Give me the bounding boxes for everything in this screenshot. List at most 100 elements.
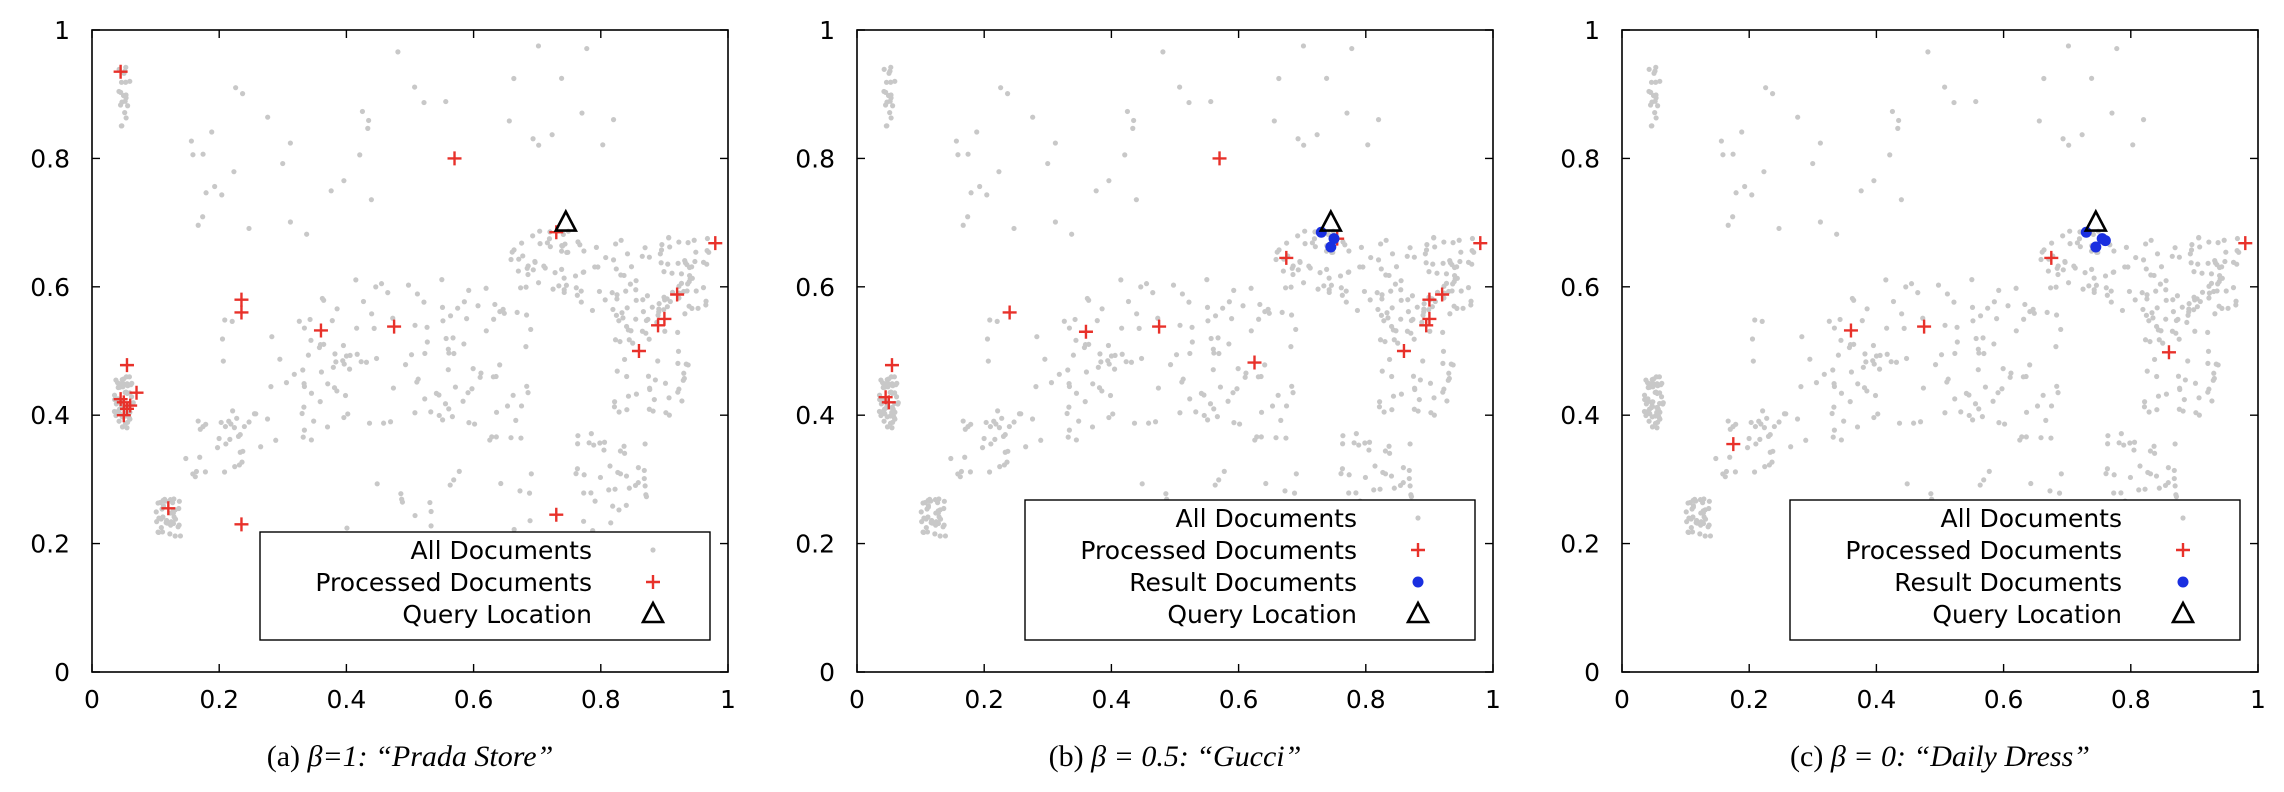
all-document-point — [2126, 288, 2133, 295]
x-tick-label: 0.8 — [1346, 685, 1386, 714]
all-document-point — [1895, 125, 1901, 131]
all-document-point — [1339, 292, 1345, 298]
all-document-point — [988, 441, 994, 447]
all-document-point — [1862, 351, 1868, 357]
all-document-point — [1404, 253, 1410, 259]
processed-document-marker — [313, 323, 328, 338]
all-document-point — [1846, 344, 1853, 351]
all-document-point — [232, 464, 238, 470]
all-document-point — [1001, 462, 1008, 468]
all-document-point — [1302, 228, 1308, 234]
all-document-point — [2223, 288, 2229, 294]
all-document-point — [1170, 282, 1177, 288]
all-document-point — [332, 351, 338, 357]
all-document-point — [2143, 241, 2149, 247]
all-document-point — [603, 254, 609, 261]
all-document-point — [2058, 326, 2064, 333]
all-document-point — [1457, 258, 1463, 265]
x-tick-label: 0.4 — [327, 685, 367, 714]
legend-query-marker — [640, 600, 666, 624]
all-document-point — [1006, 423, 1012, 430]
all-document-point — [1427, 380, 1434, 386]
all-document-point — [1042, 356, 1048, 362]
all-document-point — [1855, 381, 1861, 387]
all-document-point — [1460, 305, 1466, 311]
all-document-point — [1208, 335, 1214, 342]
all-document-point — [1870, 342, 1877, 349]
all-document-point — [892, 78, 898, 84]
all-document-point — [628, 328, 634, 334]
all-document-point — [941, 498, 947, 504]
all-document-point — [443, 98, 449, 105]
all-document-point — [2080, 286, 2086, 292]
all-document-point — [341, 414, 347, 421]
all-document-point — [1301, 142, 1307, 148]
all-document-point — [422, 350, 428, 357]
all-document-point — [116, 384, 122, 390]
all-document-point — [414, 291, 421, 297]
all-document-point — [1349, 45, 1355, 52]
y-tick-label: 0.6 — [795, 273, 835, 302]
legend-all-documents-marker — [2180, 515, 2186, 521]
all-document-point — [1469, 235, 1476, 242]
all-document-point — [1991, 341, 1997, 347]
all-document-point — [1761, 169, 1767, 175]
query-location-marker — [1318, 208, 1343, 232]
all-document-point — [517, 285, 524, 291]
all-document-point — [1383, 272, 1389, 278]
x-tick-label: 0.2 — [964, 685, 1004, 714]
all-document-point — [685, 362, 691, 368]
all-document-point — [981, 435, 987, 442]
all-document-point — [586, 440, 592, 446]
all-document-point — [168, 519, 174, 525]
all-document-point — [344, 525, 350, 531]
all-document-point — [2031, 310, 2037, 316]
all-document-point — [1000, 433, 1007, 439]
all-document-point — [1240, 303, 1246, 309]
all-document-point — [330, 364, 336, 370]
all-document-point — [893, 394, 900, 400]
all-document-point — [264, 416, 271, 422]
all-document-point — [2185, 358, 2191, 364]
all-document-point — [1468, 298, 1474, 304]
all-document-point — [1904, 481, 1910, 487]
all-document-point — [123, 115, 129, 121]
all-document-point — [1362, 440, 1368, 446]
x-tick-label: 0.2 — [199, 685, 239, 714]
all-document-point — [953, 138, 959, 144]
all-document-point — [1346, 248, 1352, 254]
all-document-point — [623, 502, 629, 508]
all-document-point — [365, 125, 371, 131]
all-document-point — [885, 376, 892, 382]
all-document-point — [241, 423, 247, 430]
all-document-point — [1889, 108, 1896, 115]
all-document-point — [610, 306, 616, 313]
all-document-point — [1979, 414, 1985, 420]
all-document-point — [1289, 383, 1295, 389]
all-document-point — [2142, 337, 2149, 343]
all-document-point — [2208, 280, 2215, 286]
all-document-point — [1207, 401, 1214, 407]
all-document-point — [1788, 444, 1794, 450]
all-document-point — [1282, 285, 1289, 291]
all-document-point — [881, 418, 887, 424]
all-document-point — [2136, 487, 2142, 493]
all-document-point — [1211, 406, 1217, 412]
legend-label: Processed Documents — [1080, 536, 1357, 565]
processed-document-marker — [1247, 355, 1262, 370]
all-document-point — [892, 390, 898, 396]
all-document-point — [2102, 273, 2109, 279]
all-document-point — [1753, 441, 1759, 447]
all-document-point — [291, 371, 297, 377]
caption-param: β=1: — [307, 740, 368, 773]
processed-document-marker — [1002, 305, 1017, 320]
all-document-point — [1236, 421, 1243, 427]
all-document-point — [2154, 251, 2161, 257]
all-document-point — [1052, 219, 1059, 225]
all-document-point — [968, 190, 974, 196]
all-document-point — [679, 398, 685, 404]
all-document-point — [2111, 248, 2117, 254]
all-document-point — [119, 424, 126, 430]
all-document-point — [1073, 437, 1079, 443]
all-document-point — [1038, 437, 1044, 443]
